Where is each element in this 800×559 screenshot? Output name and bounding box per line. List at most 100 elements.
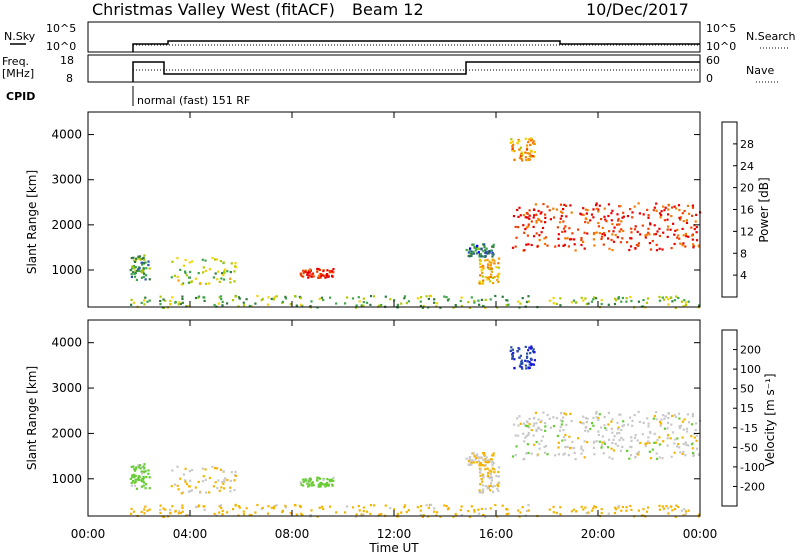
power-point [526, 152, 529, 155]
power-point [580, 243, 583, 247]
velocity-point [132, 465, 135, 468]
power-point [497, 262, 500, 265]
velocity-point [305, 479, 308, 482]
velocity-point [329, 505, 332, 508]
power-point [536, 245, 539, 248]
power-point [317, 274, 320, 277]
velocity-point [600, 508, 603, 511]
velocity-point [664, 415, 667, 418]
power-point [572, 299, 575, 302]
power-point [603, 232, 606, 235]
velocity-point [548, 508, 551, 511]
power-point [521, 297, 524, 300]
velocity-point [673, 451, 676, 454]
power-point [621, 296, 624, 300]
power-point [658, 227, 661, 230]
velocity-point [130, 481, 133, 484]
power-point [281, 300, 284, 303]
velocity-point [555, 511, 558, 514]
power-point [655, 209, 658, 212]
velocity-point [219, 468, 222, 471]
velocity-point [595, 410, 598, 414]
power-point [234, 266, 237, 269]
power-point [557, 237, 560, 240]
power-point [527, 223, 530, 226]
power-point [565, 215, 568, 218]
velocity-point [472, 461, 475, 464]
velocity-point [199, 491, 202, 494]
power-point [308, 269, 311, 272]
power-point [655, 243, 658, 246]
power-point [607, 303, 610, 306]
power-point [620, 228, 623, 231]
power-point [569, 204, 572, 207]
velocity-point [482, 513, 485, 517]
velocity-point [567, 454, 570, 457]
velocity-point [145, 483, 148, 486]
power-point [667, 208, 670, 211]
velocity-point [316, 515, 319, 518]
power-point [519, 155, 522, 158]
velocity-point [564, 413, 568, 416]
velocity-point [170, 485, 173, 488]
velocity-point [230, 471, 233, 474]
velocity-point [540, 428, 543, 432]
power-point [229, 277, 232, 280]
velocity-point [570, 446, 573, 449]
velocity-point [492, 462, 495, 465]
power-point [182, 264, 185, 267]
velocity-point [598, 440, 601, 443]
velocity-point [506, 508, 509, 511]
power-point [540, 231, 543, 234]
power-point [675, 207, 678, 210]
power-point [586, 232, 589, 235]
velocity-point [447, 507, 450, 510]
power-point [563, 243, 566, 246]
velocity-point [610, 420, 613, 423]
power-point [133, 267, 136, 270]
velocity-point [489, 472, 492, 475]
power-point [658, 299, 661, 302]
power-point [187, 281, 190, 284]
power-point [223, 271, 226, 274]
velocity-point [133, 481, 136, 484]
power-point [587, 221, 590, 224]
power-point [480, 298, 483, 301]
velocity-point [673, 414, 676, 417]
power-point [635, 243, 638, 247]
velocity-point [319, 483, 322, 487]
velocity-point [480, 491, 483, 494]
velocity-point [597, 416, 600, 420]
velocity-point [622, 420, 625, 423]
power-point [489, 298, 492, 301]
power-point [630, 227, 633, 230]
velocity-point [425, 504, 428, 507]
power-point [622, 229, 625, 233]
velocity-point [220, 486, 223, 489]
power-point [229, 281, 232, 284]
power-point [568, 227, 571, 230]
power-point [130, 257, 133, 260]
power-point [667, 298, 670, 301]
power-point [630, 299, 633, 303]
power-point [557, 233, 560, 236]
power-point [694, 220, 697, 223]
velocity-point [562, 453, 565, 456]
velocity-point [518, 348, 521, 351]
velocity-point [481, 490, 485, 493]
velocity-point [378, 513, 381, 516]
velocity-point [670, 423, 673, 426]
velocity-point [238, 506, 241, 509]
power-point [552, 296, 555, 300]
velocity-point [586, 417, 589, 420]
velocity-point [304, 479, 307, 482]
power-point [697, 244, 700, 247]
velocity-point [647, 436, 650, 439]
velocity-point [459, 508, 462, 512]
power-point [555, 302, 558, 305]
velocity-point [137, 477, 140, 480]
velocity-point [498, 481, 501, 484]
velocity-point [491, 461, 494, 464]
